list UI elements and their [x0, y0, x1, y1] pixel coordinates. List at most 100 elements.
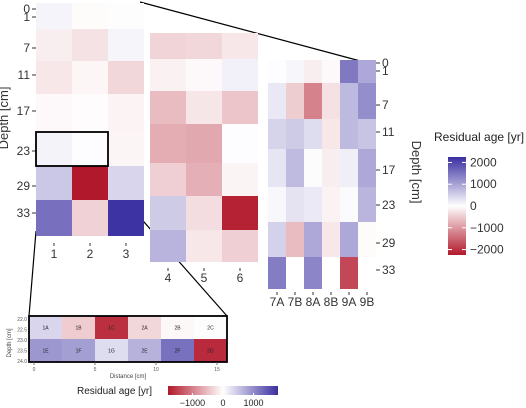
x-tick-label: 6	[237, 271, 244, 285]
inset-x-tick-label: 10	[153, 367, 159, 373]
y-tick-label: 0	[382, 56, 389, 70]
heatmap-cell	[108, 61, 144, 94]
inset-cell-label: 1G	[108, 349, 115, 355]
y-tick-label: 17	[17, 104, 31, 118]
heatmap-cell	[286, 83, 304, 119]
y-tick-label: 1	[382, 64, 389, 78]
left-ylabel: Depth [cm]	[0, 87, 11, 150]
heatmap-cell	[36, 166, 72, 200]
heatmap-cell	[268, 222, 286, 257]
inset-x-tick-label: 0	[33, 367, 36, 373]
heatmap-cell	[36, 61, 72, 94]
y-tick-label: 33	[382, 263, 396, 277]
inset-panel: Depth [cm] 22.0 22.5 23.0 23.5 24.0 1A 1B 1C 2A…	[7, 315, 228, 380]
inset-cell	[62, 339, 95, 362]
inset-cell-label: 1A	[42, 326, 49, 332]
x-tick-label: 5	[201, 271, 208, 285]
legend-tick-label: 1000	[470, 177, 497, 191]
legend-tick-label: 0	[470, 199, 477, 213]
heatmap-cell	[72, 94, 108, 132]
heatmap-cell	[268, 60, 286, 83]
x-tick-label: 4	[165, 271, 172, 285]
y-tick-label: 23	[17, 144, 31, 158]
heatmap-cell	[222, 163, 258, 196]
y-tick-label: 17	[382, 163, 396, 177]
inset-y-ticks: 22.0 22.5 23.0 23.5 24.0	[17, 317, 27, 365]
inset-x-tick-label: 15	[214, 367, 220, 373]
legend-ticks: 2000 1000 0 −1000 −2000	[448, 155, 504, 257]
heatmap-cell	[340, 149, 358, 187]
heatmap-cell	[108, 3, 144, 29]
inset-cell	[128, 316, 161, 339]
inset-legend-ticks: −1000 0 1000	[180, 393, 264, 408]
x-tick-label: 2	[87, 247, 94, 261]
legend-colorbar	[448, 157, 466, 255]
y-tick-label: 29	[17, 179, 31, 193]
heatmap-cell	[72, 29, 108, 61]
heatmap-cell	[222, 91, 258, 124]
y-tick-label: 23	[382, 198, 396, 212]
heatmap-cell	[36, 132, 72, 166]
heatmap-cell	[72, 132, 108, 166]
heatmap-cell	[72, 200, 108, 236]
heatmap-cell	[340, 222, 358, 257]
heatmap-cell	[222, 59, 258, 91]
inset-cell	[161, 316, 194, 339]
x-tick-label: 9A	[342, 295, 357, 309]
inset-cell	[95, 339, 128, 362]
heatmap-cell	[72, 3, 108, 29]
heatmap-cell	[268, 83, 286, 119]
heatmap-cell	[340, 257, 358, 289]
y-tick-label: 1	[23, 10, 30, 24]
inset-legend-colorbar	[168, 386, 278, 395]
heatmap-cell	[304, 119, 322, 149]
heatmap-cell	[150, 230, 186, 262]
heatmap-cell	[36, 200, 72, 236]
heatmap-cell	[36, 3, 72, 29]
heatmap-cell	[222, 124, 258, 163]
inset-legend-tick-label: 0	[220, 398, 225, 408]
inset-cell	[128, 339, 161, 362]
heatmap-cell	[222, 196, 258, 230]
inset-cell-label: 2E	[141, 349, 148, 355]
heatmap-cell	[322, 60, 340, 83]
heatmap-cell	[150, 91, 186, 124]
x-tick-label: 8A	[306, 295, 321, 309]
heatmap-cell	[72, 166, 108, 200]
heatmap-cell	[108, 200, 144, 236]
inset-ylabel: Depth [cm]	[7, 328, 13, 357]
heatmap-cell	[286, 149, 304, 187]
right-ylabel: Depth [cm]	[409, 141, 424, 204]
y-tick-label: 11	[382, 125, 395, 139]
heatmap-cell	[340, 187, 358, 222]
inset-cell-label: 1F	[76, 349, 82, 355]
x-tick-label: 7A	[270, 295, 285, 309]
inset-legend-tick-label: 1000	[244, 398, 264, 408]
x-tick-label: 8B	[324, 295, 339, 309]
heatmap-cell	[322, 222, 340, 257]
heatmap-cell	[358, 222, 376, 257]
heatmap-cell	[186, 124, 222, 163]
heatmap-cell	[36, 29, 72, 61]
heatmap-cell	[304, 187, 322, 222]
inset-cell	[194, 339, 227, 362]
legend-tick-label: 2000	[470, 155, 497, 169]
heatmap-cell	[72, 61, 108, 94]
inset-cell	[62, 316, 95, 339]
inset-cell	[194, 316, 227, 339]
x-tick-label: 1	[51, 247, 58, 261]
heatmap-cell	[108, 166, 144, 200]
y-tick-label: 11	[18, 68, 31, 82]
inset-cell-label: 1B	[75, 326, 82, 332]
inset-cell-label: 1C	[108, 326, 115, 332]
highlight-box	[35, 131, 109, 167]
heatmap-cell	[268, 257, 286, 289]
inset-cell	[29, 316, 62, 339]
inset-cell-label: 1E	[42, 349, 49, 355]
heatmap-cell	[286, 119, 304, 149]
heatmap-cell	[340, 83, 358, 119]
inset-y-tick-label: 23.5	[17, 349, 27, 355]
